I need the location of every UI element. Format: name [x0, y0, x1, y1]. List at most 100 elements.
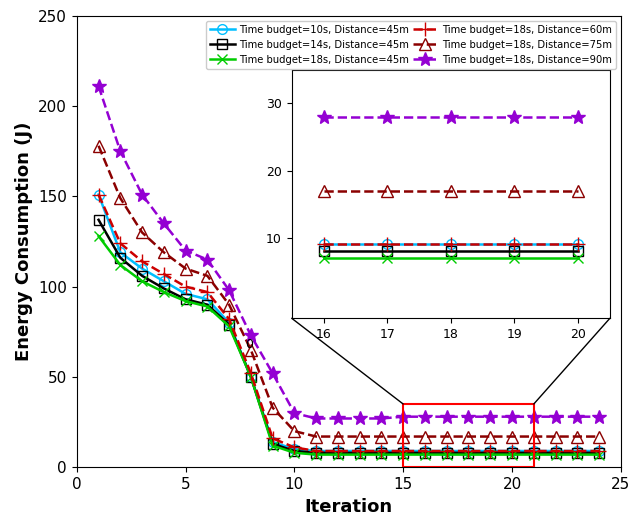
Time budget=10s, Distance=45m — [334, 448, 342, 454]
Time budget=18s, Distance=45m — [486, 452, 494, 458]
Bar — [403, 404, 534, 467]
Time budget=18s, Distance=45m — [573, 452, 581, 458]
Time budget=10s, Distance=45m — [378, 448, 385, 454]
Time budget=18s, Distance=60m — [552, 448, 559, 454]
Time budget=18s, Distance=45m — [182, 298, 189, 304]
Time budget=18s, Distance=75m — [421, 434, 429, 440]
Time budget=18s, Distance=75m — [595, 434, 603, 440]
Time budget=18s, Distance=90m — [486, 414, 494, 420]
Time budget=18s, Distance=90m — [95, 83, 102, 89]
Time budget=18s, Distance=90m — [160, 220, 168, 227]
Time budget=10s, Distance=45m — [465, 448, 472, 454]
Time budget=14s, Distance=45m — [443, 449, 451, 456]
Time budget=18s, Distance=75m — [225, 301, 233, 308]
Time budget=10s, Distance=45m — [225, 320, 233, 326]
Time budget=10s, Distance=45m — [247, 374, 255, 380]
Time budget=18s, Distance=45m — [138, 278, 146, 285]
Time budget=18s, Distance=60m — [378, 448, 385, 454]
Time budget=14s, Distance=45m — [204, 301, 211, 308]
Time budget=18s, Distance=60m — [95, 192, 102, 198]
Line: Time budget=18s, Distance=60m: Time budget=18s, Distance=60m — [92, 187, 606, 458]
Time budget=10s, Distance=45m — [595, 448, 603, 454]
Time budget=18s, Distance=45m — [595, 452, 603, 458]
Time budget=18s, Distance=75m — [443, 434, 451, 440]
Time budget=18s, Distance=60m — [573, 448, 581, 454]
Time budget=14s, Distance=45m — [95, 217, 102, 223]
Time budget=18s, Distance=45m — [291, 449, 298, 456]
Time budget=18s, Distance=60m — [160, 271, 168, 277]
Line: Time budget=18s, Distance=75m: Time budget=18s, Distance=75m — [93, 140, 605, 442]
Time budget=18s, Distance=45m — [95, 233, 102, 239]
Time budget=18s, Distance=75m — [356, 434, 364, 440]
Time budget=10s, Distance=45m — [95, 192, 102, 198]
Time budget=18s, Distance=45m — [530, 452, 538, 458]
Time budget=18s, Distance=75m — [378, 434, 385, 440]
Time budget=18s, Distance=90m — [356, 415, 364, 422]
Time budget=10s, Distance=45m — [291, 446, 298, 453]
Time budget=10s, Distance=45m — [486, 448, 494, 454]
Time budget=10s, Distance=45m — [160, 278, 168, 285]
Time budget=14s, Distance=45m — [225, 321, 233, 328]
Time budget=14s, Distance=45m — [138, 272, 146, 279]
Line: Time budget=18s, Distance=90m: Time budget=18s, Distance=90m — [92, 79, 606, 425]
Time budget=18s, Distance=60m — [204, 289, 211, 295]
Time budget=18s, Distance=60m — [465, 448, 472, 454]
Time budget=18s, Distance=90m — [378, 415, 385, 422]
Time budget=18s, Distance=75m — [95, 143, 102, 149]
Time budget=18s, Distance=60m — [116, 240, 124, 246]
Time budget=18s, Distance=45m — [399, 452, 407, 458]
Time budget=10s, Distance=45m — [182, 291, 189, 297]
Time budget=18s, Distance=90m — [334, 415, 342, 422]
Time budget=18s, Distance=90m — [269, 370, 276, 376]
Time budget=18s, Distance=75m — [116, 195, 124, 201]
Time budget=18s, Distance=75m — [508, 434, 516, 440]
Time budget=18s, Distance=60m — [399, 448, 407, 454]
Time budget=18s, Distance=45m — [356, 452, 364, 458]
X-axis label: Iteration: Iteration — [305, 498, 393, 516]
Time budget=10s, Distance=45m — [312, 448, 320, 454]
Time budget=18s, Distance=90m — [421, 414, 429, 420]
Time budget=18s, Distance=45m — [312, 452, 320, 458]
Time budget=14s, Distance=45m — [269, 440, 276, 447]
Time budget=10s, Distance=45m — [399, 448, 407, 454]
Time budget=18s, Distance=75m — [182, 266, 189, 272]
Time budget=18s, Distance=75m — [573, 434, 581, 440]
Time budget=10s, Distance=45m — [116, 249, 124, 256]
Time budget=18s, Distance=45m — [247, 374, 255, 380]
Time budget=18s, Distance=60m — [421, 448, 429, 454]
Time budget=18s, Distance=60m — [530, 448, 538, 454]
Time budget=18s, Distance=90m — [443, 414, 451, 420]
Time budget=18s, Distance=90m — [399, 414, 407, 420]
Time budget=18s, Distance=75m — [138, 229, 146, 236]
Time budget=18s, Distance=60m — [312, 448, 320, 454]
Time budget=14s, Distance=45m — [573, 449, 581, 456]
Time budget=18s, Distance=45m — [552, 452, 559, 458]
Time budget=18s, Distance=45m — [204, 303, 211, 310]
Time budget=18s, Distance=75m — [552, 434, 559, 440]
Time budget=10s, Distance=45m — [573, 448, 581, 454]
Time budget=18s, Distance=75m — [399, 434, 407, 440]
Time budget=14s, Distance=45m — [421, 449, 429, 456]
Time budget=18s, Distance=90m — [182, 247, 189, 254]
Time budget=18s, Distance=60m — [225, 316, 233, 322]
Time budget=14s, Distance=45m — [334, 449, 342, 456]
Time budget=18s, Distance=75m — [486, 434, 494, 440]
Time budget=18s, Distance=75m — [160, 249, 168, 256]
Time budget=18s, Distance=60m — [269, 435, 276, 442]
Time budget=18s, Distance=60m — [508, 448, 516, 454]
Time budget=18s, Distance=90m — [116, 148, 124, 154]
Time budget=18s, Distance=90m — [508, 414, 516, 420]
Time budget=18s, Distance=75m — [291, 428, 298, 434]
Time budget=18s, Distance=90m — [530, 414, 538, 420]
Time budget=10s, Distance=45m — [552, 448, 559, 454]
Time budget=18s, Distance=60m — [595, 448, 603, 454]
Time budget=18s, Distance=45m — [225, 323, 233, 330]
Time budget=18s, Distance=60m — [182, 284, 189, 290]
Time budget=14s, Distance=45m — [552, 449, 559, 456]
Legend: Time budget=10s, Distance=45m, Time budget=14s, Distance=45m, Time budget=18s, D: Time budget=10s, Distance=45m, Time budg… — [206, 21, 616, 69]
Time budget=18s, Distance=60m — [443, 448, 451, 454]
Time budget=18s, Distance=75m — [530, 434, 538, 440]
Time budget=14s, Distance=45m — [508, 449, 516, 456]
Time budget=18s, Distance=75m — [247, 346, 255, 353]
Time budget=14s, Distance=45m — [247, 374, 255, 380]
